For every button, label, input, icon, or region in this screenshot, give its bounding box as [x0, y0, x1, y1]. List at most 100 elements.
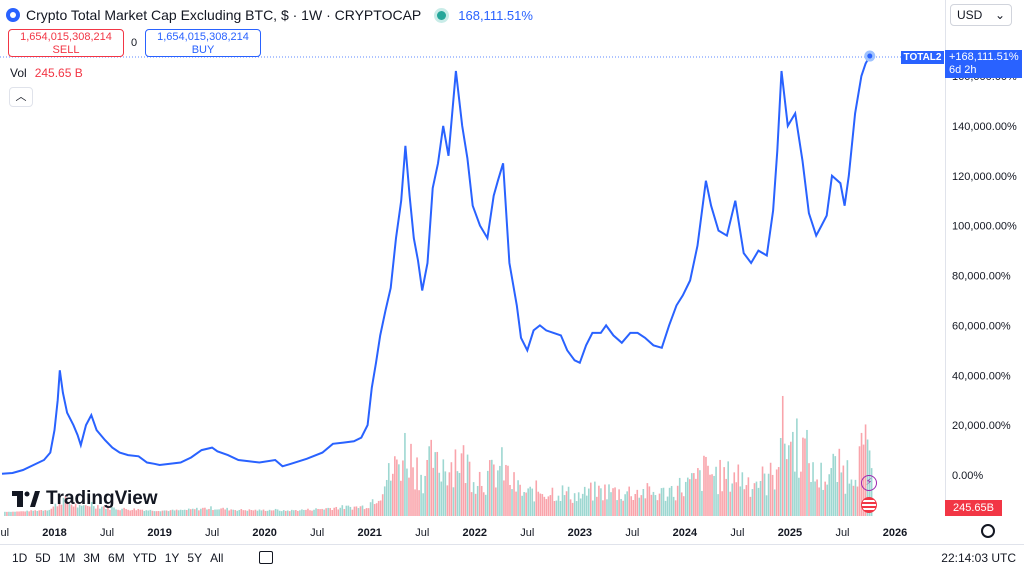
volume-bar	[135, 510, 138, 516]
symbol-title[interactable]: Crypto Total Market Cap Excluding BTC, $…	[26, 7, 422, 23]
range-1m[interactable]: 1M	[58, 551, 76, 565]
x-tick-label: 2021	[357, 527, 381, 539]
volume-bar	[258, 509, 261, 516]
volume-bar	[523, 492, 525, 516]
volume-bar	[686, 477, 689, 516]
volume-bar	[517, 480, 519, 516]
volume-bar	[836, 482, 839, 516]
range-5y[interactable]: 5Y	[187, 551, 203, 565]
volume-bar	[820, 462, 822, 516]
volume-legend[interactable]: Vol 245.65 B	[10, 66, 83, 80]
clock[interactable]: 22:14:03 UTC	[941, 551, 1016, 565]
volume-bar	[242, 510, 245, 516]
price-chart[interactable]: 0.00% 20,000.00% 40,000.00% 60,000.00% 80,00…	[0, 0, 1024, 545]
volume-bar	[46, 510, 49, 516]
volume-bar	[476, 485, 479, 516]
volume-bar	[783, 443, 786, 516]
volume-bar	[266, 510, 269, 516]
volume-bar	[50, 508, 53, 516]
buy-button[interactable]: 1,654,015,308,214 BUY	[145, 29, 261, 57]
volume-bar	[252, 510, 255, 516]
volume-bar	[301, 509, 303, 516]
volume-bar	[361, 505, 364, 516]
volume-bar	[236, 510, 239, 516]
volume-bar	[618, 489, 620, 516]
volume-bar	[585, 495, 588, 516]
volume-bar	[751, 489, 754, 516]
volume-bar	[353, 506, 356, 516]
volume-bar	[735, 482, 738, 516]
volume-bar	[212, 510, 214, 516]
volume-bar	[295, 510, 297, 516]
volume-bar	[139, 509, 142, 516]
volume-bar	[456, 471, 459, 516]
volume-bar	[691, 473, 693, 516]
volume-bar	[539, 493, 542, 516]
volume-bar	[709, 474, 711, 516]
y-tick-label: 20,000.00%	[952, 420, 1011, 432]
settings-icon[interactable]	[981, 524, 995, 538]
range-1y[interactable]: 1Y	[164, 551, 180, 565]
tradingview-logo[interactable]: TradingView	[12, 488, 158, 510]
volume-bar	[741, 472, 744, 516]
volume-bar	[62, 497, 65, 516]
volume-bar	[604, 484, 606, 516]
range-5d[interactable]: 5D	[35, 551, 51, 565]
volume-bar	[385, 479, 388, 516]
volume-bar	[157, 511, 160, 516]
volume-bar	[800, 471, 802, 516]
x-tick-label: 2018	[42, 527, 66, 539]
calendar-icon[interactable]	[259, 551, 273, 564]
volume-bar	[771, 474, 774, 516]
volume-bar	[16, 511, 18, 516]
us-flag-icon[interactable]	[861, 497, 877, 513]
volume-bar	[743, 489, 746, 516]
volume-bar	[383, 486, 386, 516]
volume-bar	[34, 510, 37, 516]
sell-button[interactable]: 1,654,015,308,214 SELL	[8, 29, 124, 57]
volume-bar	[486, 470, 489, 516]
collapse-legend-button[interactable]: ︿	[9, 87, 33, 107]
volume-bar	[488, 460, 491, 516]
lightning-icon[interactable]: ⚡	[861, 475, 877, 491]
x-tick-label: Jul	[835, 527, 849, 539]
volume-bar	[600, 488, 602, 516]
volume-bar	[331, 510, 333, 516]
volume-bar	[602, 500, 604, 516]
currency-select[interactable]: USD ⌄	[950, 4, 1012, 26]
volume-bar	[418, 490, 420, 516]
volume-bar	[575, 501, 578, 516]
last-value-change: +168,111.51%	[949, 51, 1019, 63]
series-tag: TOTAL2	[901, 51, 944, 64]
volume-bar	[125, 509, 127, 516]
volume-bar	[654, 495, 657, 516]
volume-bar	[105, 509, 107, 516]
volume-bar	[234, 510, 237, 516]
range-all[interactable]: All	[210, 551, 224, 565]
volume-bar	[68, 504, 71, 516]
range-1d[interactable]: 1D	[12, 551, 28, 565]
volume-bar	[753, 483, 756, 516]
x-tick-label: Jul	[415, 527, 429, 539]
market-status-icon[interactable]	[437, 10, 447, 20]
volume-bar	[117, 509, 119, 516]
volume-bar	[111, 507, 113, 516]
range-3m[interactable]: 3M	[83, 551, 101, 565]
volume-bar	[387, 463, 390, 516]
buy-label: BUY	[191, 44, 215, 56]
volume-bar	[474, 493, 477, 516]
volume-bar	[658, 493, 661, 516]
volume-bar	[337, 509, 340, 516]
volume-bar	[149, 509, 152, 516]
range-6m[interactable]: 6M	[108, 551, 125, 565]
volume-bar	[697, 468, 699, 516]
volume-bar	[240, 509, 243, 516]
volume-bar	[260, 510, 263, 516]
range-ytd[interactable]: YTD	[132, 551, 157, 565]
volume-bar	[448, 472, 451, 516]
volume-bar	[497, 470, 499, 516]
volume-bar	[612, 488, 614, 516]
volume-bar	[832, 453, 835, 516]
volume-bar	[8, 511, 10, 516]
volume-bar	[785, 459, 788, 516]
